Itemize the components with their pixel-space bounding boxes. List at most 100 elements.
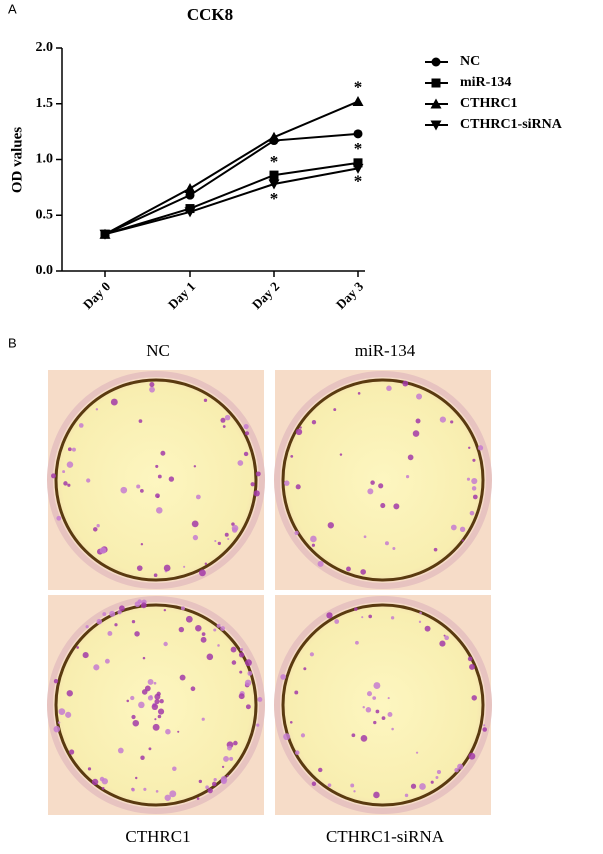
x-tick-label: Day 2 [249,279,282,312]
legend-marker [430,120,442,131]
colony [461,539,464,542]
significance-mark: * [270,189,279,208]
colony [430,780,434,784]
colony [214,539,217,543]
well-image [274,595,492,815]
colony [163,564,171,572]
colony [193,465,197,468]
colony [65,711,72,718]
colony [227,745,232,751]
colony [393,503,400,510]
colony [96,524,100,528]
colony [109,610,116,617]
colony [76,646,80,649]
colony [198,569,206,577]
colony [136,484,141,489]
colony [457,763,464,770]
colony [110,398,118,406]
colony [386,385,392,392]
colony [257,697,263,702]
x-tick-label: Day 0 [80,279,113,312]
y-tick-label: 0.0 [36,263,54,278]
colony [243,451,249,457]
colony [198,779,203,784]
colony [222,425,226,428]
colony [311,781,317,786]
colony [459,526,466,532]
colony [471,486,477,491]
colony [66,461,74,468]
well [281,378,485,582]
colony [206,653,214,661]
colony [147,695,154,701]
colony [195,624,202,632]
colony [213,628,217,632]
colony [346,566,351,572]
colony [253,490,260,497]
colony [294,690,299,695]
colony [191,520,199,528]
colony [433,547,438,552]
colony [138,701,145,709]
colony [365,707,372,713]
legend-label: miR-134 [460,75,511,90]
colony [317,560,324,567]
colony [67,447,72,452]
colony [140,755,145,760]
colony [402,380,409,387]
colony [370,480,375,485]
colony [295,484,301,490]
colony [211,781,217,787]
colony [311,419,317,425]
colony [104,658,110,664]
colony [53,679,59,684]
colony [57,721,61,724]
colony [416,393,423,400]
colony [67,483,71,487]
colony [149,386,155,393]
data-point [353,158,363,168]
colony [238,652,245,658]
legend-marker [431,57,441,67]
colony [152,723,160,731]
colony [143,787,147,791]
colony [245,659,252,667]
data-point [99,229,111,240]
colony [131,619,136,624]
well-caption: NC [146,341,170,360]
colony [391,727,394,731]
colony [131,714,136,720]
colony [310,535,317,543]
data-point [268,179,280,190]
y-tick-label: 1.0 [36,152,54,167]
colony [151,703,159,711]
well-caption: CTHRC1 [125,827,190,846]
colony [102,612,107,617]
colony [53,725,61,733]
colony [468,446,471,449]
colony [63,481,68,486]
legend-marker [430,98,442,109]
data-point [352,96,364,107]
colony [360,569,366,575]
colony [134,776,138,780]
legend-label: CTHRC1 [460,96,518,111]
colony [418,620,422,624]
colony [160,450,166,456]
colony [141,689,148,695]
colony [439,416,446,423]
colony [99,547,107,554]
colony [237,460,244,466]
colony [303,667,307,671]
colony [450,524,457,531]
colony [392,546,396,550]
colony [190,686,196,692]
colony [290,454,294,458]
colony [131,788,135,792]
colony [196,797,200,800]
legend-label: NC [460,54,480,69]
colony [78,423,84,428]
colony [351,733,356,738]
colony [227,538,230,541]
